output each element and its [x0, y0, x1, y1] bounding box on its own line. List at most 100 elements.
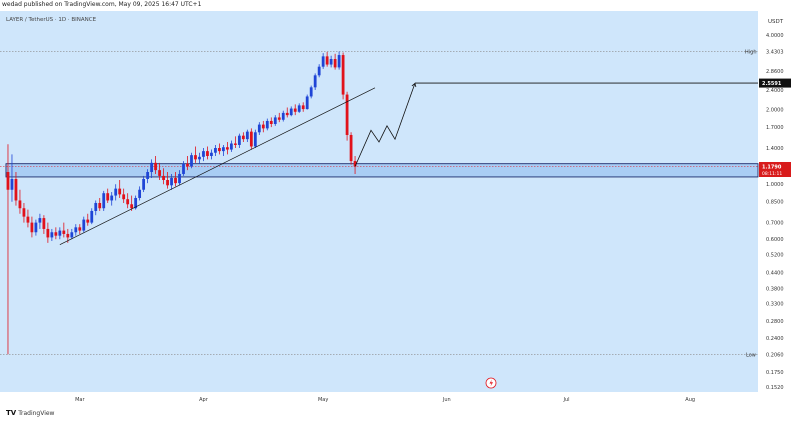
candle-body: [301, 105, 305, 110]
candle: [54, 227, 58, 240]
candle: [341, 52, 345, 100]
candle: [293, 104, 297, 116]
candle-body: [154, 162, 157, 171]
candle-body: [317, 66, 321, 76]
candle-body: [14, 178, 18, 201]
candle-body: [106, 193, 110, 201]
candle: [253, 129, 257, 149]
candle: [6, 144, 10, 355]
y-tick-label: 0.3800: [766, 286, 784, 292]
candle: [170, 173, 173, 190]
candle: [62, 222, 66, 238]
candle-body: [249, 131, 253, 147]
candle-body: [273, 117, 277, 124]
candle: [273, 115, 277, 126]
candle: [233, 136, 237, 149]
candle: [289, 106, 293, 117]
candle: [222, 144, 225, 156]
candle-body: [269, 120, 273, 124]
candle: [166, 172, 169, 189]
x-tick-label: Jul: [562, 397, 569, 403]
candle-body: [26, 216, 30, 223]
candle-body: [190, 155, 193, 167]
candle-body: [237, 135, 241, 145]
candle-body: [38, 218, 42, 223]
y-tick-label: 0.2400: [766, 336, 784, 342]
candle-body: [285, 112, 289, 116]
candle: [138, 186, 142, 201]
candle-body: [245, 131, 249, 140]
y-tick-label: 2.4000: [766, 88, 784, 94]
candle: [38, 213, 42, 229]
candle: [218, 143, 221, 155]
y-tick-label: 0.1520: [766, 385, 784, 391]
candle-body: [114, 188, 118, 196]
candle: [297, 103, 301, 113]
candle-body: [94, 202, 98, 211]
candle: [146, 169, 150, 184]
candle-body: [214, 148, 217, 153]
high-label: High: [745, 50, 757, 56]
candle: [226, 142, 229, 155]
candle: [150, 159, 153, 178]
candle-body: [329, 59, 333, 65]
candle-body: [74, 227, 78, 233]
target-price-tag: [759, 78, 791, 88]
candle-body: [78, 227, 82, 231]
candle: [301, 102, 305, 112]
y-tick-label: 0.3300: [766, 302, 784, 308]
candle: [26, 209, 30, 228]
y-tick-label: 3.4303: [766, 50, 784, 56]
candle-body: [134, 197, 138, 209]
candle: [142, 175, 146, 193]
candle-body: [349, 134, 353, 162]
lightning-icon[interactable]: [485, 377, 497, 389]
chart-area[interactable]: LAYER / TetherUS · 1D · BINANCE USDT 4.00…: [0, 11, 800, 409]
candle: [50, 228, 54, 242]
candle: [158, 162, 161, 180]
candle: [281, 110, 285, 122]
candle-body: [202, 151, 205, 157]
y-tick-label: 0.5200: [766, 253, 784, 259]
target-price-value: 2.5591: [762, 81, 782, 87]
candle: [106, 188, 110, 203]
symbol-legend: LAYER / TetherUS · 1D · BINANCE: [6, 17, 97, 23]
candle: [174, 172, 177, 187]
candle-body: [130, 204, 134, 209]
candle-body: [6, 172, 10, 190]
candle-body: [345, 94, 349, 135]
candle: [82, 216, 86, 233]
candle: [194, 146, 197, 163]
candle-body: [293, 108, 297, 112]
candle-body: [194, 155, 197, 160]
x-tick-label: Mar: [75, 397, 85, 403]
candle: [30, 216, 34, 238]
candle: [162, 168, 165, 185]
candle-body: [337, 55, 341, 68]
y-tick-label: 1.4000: [766, 146, 784, 152]
candle-body: [277, 117, 281, 120]
candle: [337, 51, 341, 70]
candle: [18, 189, 22, 214]
y-tick-label: 4.0000: [766, 33, 784, 39]
price-chart[interactable]: LAYER / TetherUS · 1D · BINANCE USDT 4.00…: [0, 11, 800, 409]
candle-body: [289, 108, 293, 116]
candle-body: [265, 120, 269, 129]
candle: [257, 122, 261, 135]
candle: [34, 219, 38, 236]
candle-body: [309, 87, 313, 97]
candle-body: [261, 124, 265, 129]
candle: [210, 149, 213, 160]
candle-body: [226, 147, 229, 150]
candle-body: [102, 193, 106, 209]
candle-body: [210, 152, 213, 156]
candle-body: [233, 143, 237, 145]
candle: [122, 188, 126, 203]
candle: [94, 200, 98, 216]
candle: [198, 152, 201, 164]
candle: [214, 144, 217, 156]
candle: [126, 193, 130, 209]
candle: [10, 154, 14, 202]
candle-body: [150, 162, 153, 173]
candle-body: [353, 161, 357, 167]
